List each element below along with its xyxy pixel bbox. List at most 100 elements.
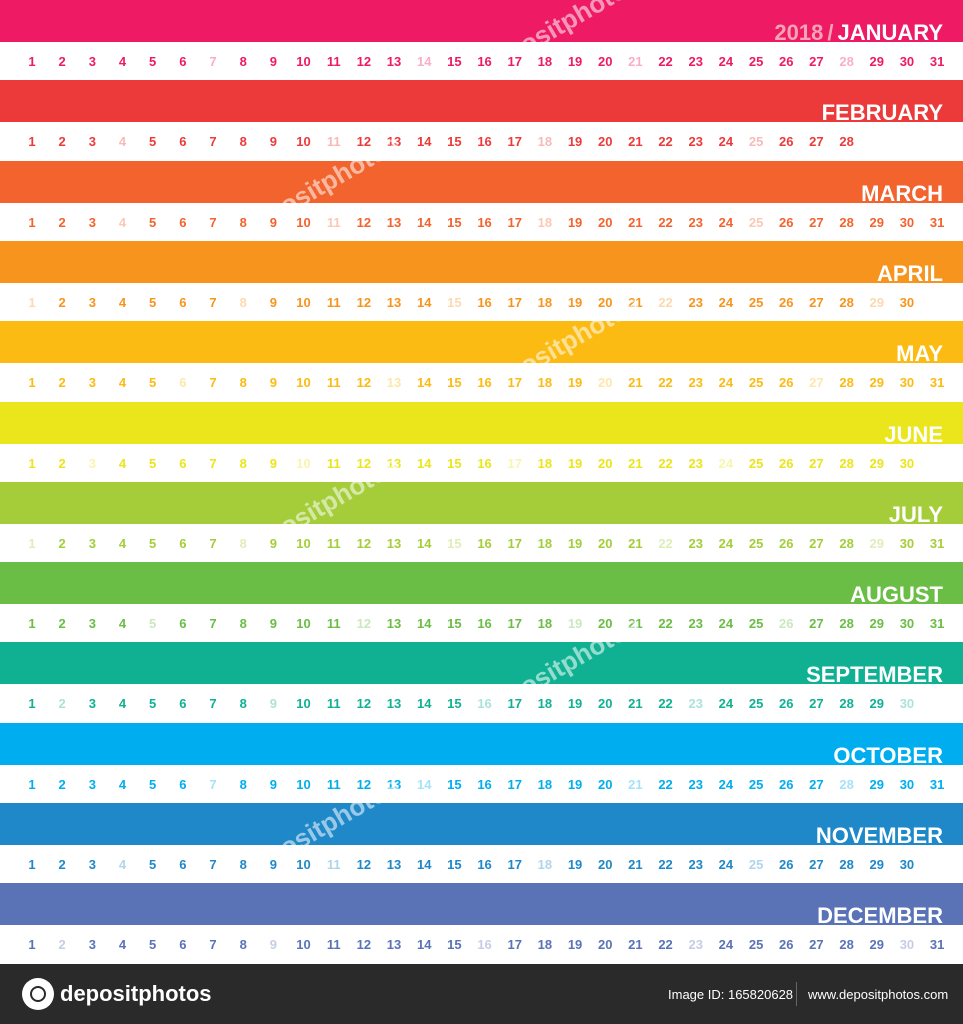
day-number: 8 bbox=[239, 937, 247, 953]
month-row-july: JULY depositphotos 1 2 3 4 5 6 7 8 9 10 11 12 13 14 15 16… bbox=[0, 449, 963, 565]
day-number: 14 bbox=[416, 776, 432, 792]
day-number: 28 bbox=[839, 857, 854, 872]
day-number: 3 bbox=[88, 455, 96, 471]
day-number: 16 bbox=[477, 535, 492, 551]
day-number: 8 bbox=[239, 214, 247, 230]
image-id-text: Image ID: 165820628 bbox=[668, 987, 794, 1002]
day-number: 10 bbox=[296, 776, 311, 792]
day-number: 1 bbox=[28, 696, 36, 712]
day-number: 13 bbox=[386, 134, 402, 150]
day-number: 18 bbox=[537, 375, 553, 391]
day-number: 26 bbox=[779, 776, 794, 792]
month-title: JULY bbox=[889, 503, 943, 526]
day-number: 20 bbox=[597, 776, 613, 792]
day-number: 15 bbox=[447, 696, 462, 712]
day-number: 3 bbox=[88, 375, 96, 391]
month-band bbox=[0, 481, 963, 524]
day-number: 16 bbox=[477, 455, 492, 471]
day-number: 5 bbox=[149, 857, 157, 872]
day-number: 5 bbox=[149, 776, 157, 792]
month-row-may: MAY depositphotos 1 2 3 4 5 6 7 8 9 10 11 12 13 14 15 16 1… bbox=[0, 288, 963, 404]
day-number: 3 bbox=[88, 857, 96, 872]
day-number: 30 bbox=[899, 375, 915, 391]
day-number: 12 bbox=[356, 294, 372, 310]
day-number: 31 bbox=[929, 214, 945, 230]
day-strip: 1 2 3 4 5 6 7 8 9 10 11 12 13 14 15 16 17 18 19 20 21 22 23 24 2… bbox=[0, 122, 963, 160]
day-number: 21 bbox=[628, 214, 643, 230]
month-name: MARCH bbox=[861, 180, 943, 206]
day-number: 24 bbox=[718, 134, 734, 150]
day-number: 23 bbox=[688, 696, 703, 712]
day-number: 24 bbox=[718, 776, 734, 792]
day-number: 29 bbox=[869, 375, 884, 391]
day-number: 21 bbox=[628, 776, 643, 792]
day-number: 9 bbox=[269, 455, 277, 471]
day-number: 2 bbox=[58, 455, 66, 471]
day-number: 12 bbox=[356, 616, 372, 632]
day-number: 24 bbox=[718, 696, 734, 712]
day-number: 15 bbox=[447, 375, 462, 391]
day-number: 5 bbox=[149, 294, 157, 310]
day-number: 7 bbox=[209, 696, 217, 712]
day-number: 2 bbox=[58, 857, 66, 872]
month-title: APRIL bbox=[877, 262, 943, 285]
day-number: 19 bbox=[567, 776, 583, 792]
day-number: 6 bbox=[179, 696, 187, 712]
day-number: 2 bbox=[58, 937, 66, 953]
day-number: 9 bbox=[269, 857, 277, 872]
year-label: 2018 bbox=[774, 20, 824, 45]
day-number: 25 bbox=[748, 535, 764, 551]
day-strip: 1 2 3 4 5 6 7 8 9 10 11 12 13 14 15 16 17 18 19 20 21 22 23 24 2… bbox=[0, 604, 963, 642]
day-number: 31 bbox=[929, 616, 945, 632]
day-number: 19 bbox=[567, 696, 583, 712]
day-strip: 1 2 3 4 5 6 7 8 9 10 11 12 13 14 15 16 17 18 19 20 21 22 23 24 2… bbox=[0, 684, 963, 722]
month-title: DECEMBER bbox=[817, 905, 943, 927]
day-number: 12 bbox=[356, 535, 372, 551]
day-number: 3 bbox=[88, 214, 96, 230]
day-number: 24 bbox=[718, 375, 734, 391]
day-strip: 1 2 3 4 5 6 7 8 9 10 11 12 13 14 15 16 17 18 19 20 21 22 23 24 2… bbox=[0, 925, 963, 963]
day-number: 6 bbox=[179, 134, 187, 150]
day-number: 24 bbox=[718, 294, 734, 310]
day-number: 20 bbox=[597, 535, 613, 551]
day-number: 31 bbox=[929, 776, 945, 792]
month-title: SEPTEMBER bbox=[806, 664, 943, 686]
day-number: 11 bbox=[326, 616, 341, 632]
day-number: 22 bbox=[658, 214, 673, 230]
day-number: 7 bbox=[209, 54, 217, 69]
day-number: 20 bbox=[597, 455, 613, 471]
footer-logo-text: depositphotos bbox=[60, 981, 212, 1006]
month-band bbox=[0, 240, 963, 283]
day-number: 22 bbox=[658, 937, 673, 953]
day-number: 7 bbox=[209, 937, 217, 953]
day-number: 11 bbox=[326, 696, 341, 712]
month-band bbox=[0, 722, 963, 765]
day-number: 24 bbox=[718, 937, 734, 953]
day-strip: 1 2 3 4 5 6 7 8 9 10 11 12 13 14 15 16 17 18 19 20 21 22 23 24 2… bbox=[0, 444, 963, 482]
day-number: 28 bbox=[839, 54, 854, 69]
month-name: MAY bbox=[896, 341, 943, 367]
day-number: 1 bbox=[28, 54, 36, 69]
day-number: 26 bbox=[779, 857, 794, 872]
day-number: 19 bbox=[567, 134, 583, 150]
day-number: 18 bbox=[537, 776, 553, 792]
day-number: 22 bbox=[658, 294, 673, 310]
day-number: 27 bbox=[809, 857, 824, 872]
day-number: 23 bbox=[688, 375, 703, 391]
day-number: 6 bbox=[179, 535, 187, 551]
year-separator: / bbox=[827, 20, 834, 45]
day-number: 21 bbox=[628, 857, 643, 872]
day-number: 26 bbox=[779, 696, 794, 712]
day-number: 27 bbox=[809, 455, 824, 471]
day-number: 18 bbox=[537, 616, 553, 632]
day-number: 19 bbox=[567, 455, 583, 471]
day-number: 9 bbox=[269, 214, 277, 230]
day-number: 27 bbox=[809, 134, 824, 150]
day-number: 18 bbox=[537, 294, 553, 310]
day-number: 11 bbox=[326, 937, 341, 953]
day-number: 1 bbox=[28, 776, 36, 792]
day-number: 9 bbox=[269, 696, 277, 712]
day-number: 23 bbox=[688, 776, 703, 792]
day-number: 10 bbox=[296, 937, 311, 953]
day-number: 23 bbox=[688, 294, 703, 310]
